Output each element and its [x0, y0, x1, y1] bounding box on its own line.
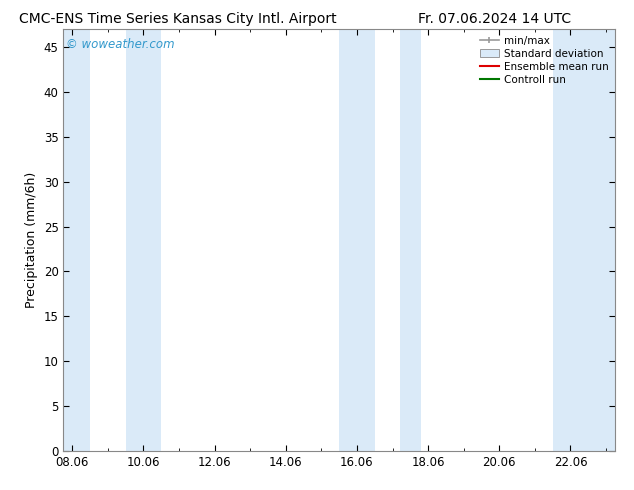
Bar [339, 29, 375, 451]
Bar [126, 29, 161, 451]
Y-axis label: Precipitation (mm/6h): Precipitation (mm/6h) [25, 172, 38, 308]
Text: Fr. 07.06.2024 14 UTC: Fr. 07.06.2024 14 UTC [418, 12, 571, 26]
Text: CMC-ENS Time Series Kansas City Intl. Airport: CMC-ENS Time Series Kansas City Intl. Ai… [19, 12, 336, 26]
Bar [63, 29, 90, 451]
Text: © woweather.com: © woweather.com [66, 38, 175, 51]
Bar [553, 29, 615, 451]
Bar [399, 29, 421, 451]
Legend: min/max, Standard deviation, Ensemble mean run, Controll run: min/max, Standard deviation, Ensemble me… [476, 31, 613, 89]
